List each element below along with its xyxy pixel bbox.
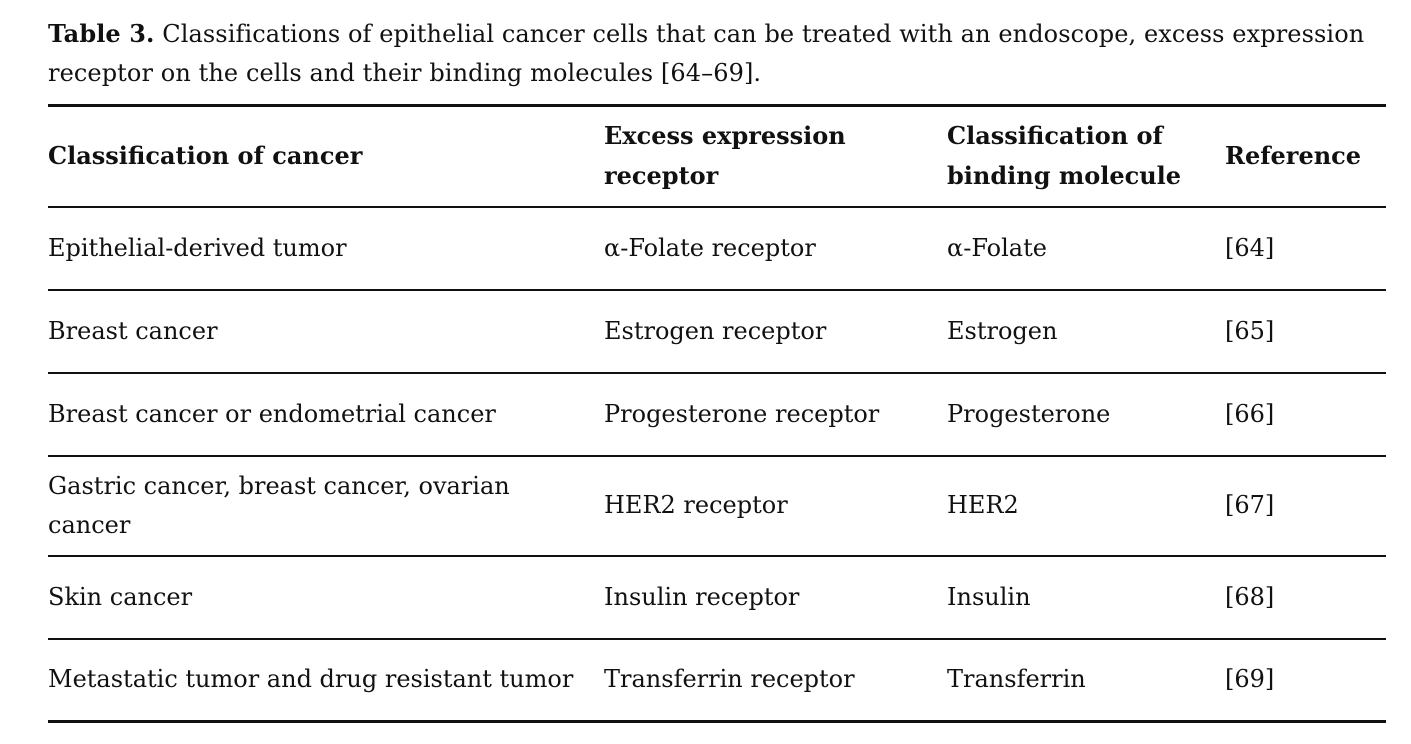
cell-reference: [65] [1225, 289, 1386, 374]
table-caption-label: Table 3. [48, 19, 155, 48]
cell-cancer: Skin cancer [48, 555, 604, 640]
cell-reference: [68] [1225, 555, 1386, 640]
table-caption-text: Classifications of epithelial cancer cel… [48, 20, 1365, 87]
table-row: Breast cancer Estrogen receptor Estrogen… [48, 289, 1386, 374]
table-row: Metastatic tumor and drug resistant tumo… [48, 638, 1386, 723]
cell-receptor: α-Folate receptor [604, 206, 947, 291]
cell-cancer: Metastatic tumor and drug resistant tumo… [48, 638, 604, 723]
cell-binding-molecule: Transferrin [947, 638, 1225, 723]
header-classification-of-binding-molecule: Classification of binding molecule [947, 104, 1225, 208]
cell-receptor: Progesterone receptor [604, 372, 947, 457]
cell-receptor: HER2 receptor [604, 455, 947, 557]
table-row: Epithelial-derived tumor α-Folate recept… [48, 206, 1386, 291]
cell-binding-molecule: α-Folate [947, 206, 1225, 291]
header-reference: Reference [1225, 104, 1386, 208]
table-header: Classification of cancer Excess expressi… [48, 104, 1386, 208]
cell-receptor: Insulin receptor [604, 555, 947, 640]
cell-binding-molecule: Progesterone [947, 372, 1225, 457]
table-body: Epithelial-derived tumor α-Folate recept… [48, 206, 1386, 723]
cell-receptor: Transferrin receptor [604, 638, 947, 723]
cell-binding-molecule: Insulin [947, 555, 1225, 640]
cell-cancer: Gastric cancer, breast cancer, ovarian c… [48, 455, 604, 557]
cell-binding-molecule: Estrogen [947, 289, 1225, 374]
header-classification-of-cancer: Classification of cancer [48, 104, 604, 208]
table-row: Gastric cancer, breast cancer, ovarian c… [48, 455, 1386, 557]
cell-reference: [69] [1225, 638, 1386, 723]
cell-binding-molecule: HER2 [947, 455, 1225, 557]
table-row: Skin cancer Insulin receptor Insulin [68… [48, 555, 1386, 640]
cell-cancer: Breast cancer [48, 289, 604, 374]
cell-reference: [67] [1225, 455, 1386, 557]
cell-cancer: Epithelial-derived tumor [48, 206, 604, 291]
cell-cancer: Breast cancer or endometrial cancer [48, 372, 604, 457]
header-excess-expression-receptor: Excess expression receptor [604, 104, 947, 208]
data-table: Classification of cancer Excess expressi… [48, 104, 1386, 723]
cell-receptor: Estrogen receptor [604, 289, 947, 374]
table-caption: Table 3. Classifications of epithelial c… [48, 14, 1385, 93]
table-row: Breast cancer or endometrial cancer Prog… [48, 372, 1386, 457]
table-header-row: Classification of cancer Excess expressi… [48, 104, 1386, 208]
cell-reference: [64] [1225, 206, 1386, 291]
cell-reference: [66] [1225, 372, 1386, 457]
